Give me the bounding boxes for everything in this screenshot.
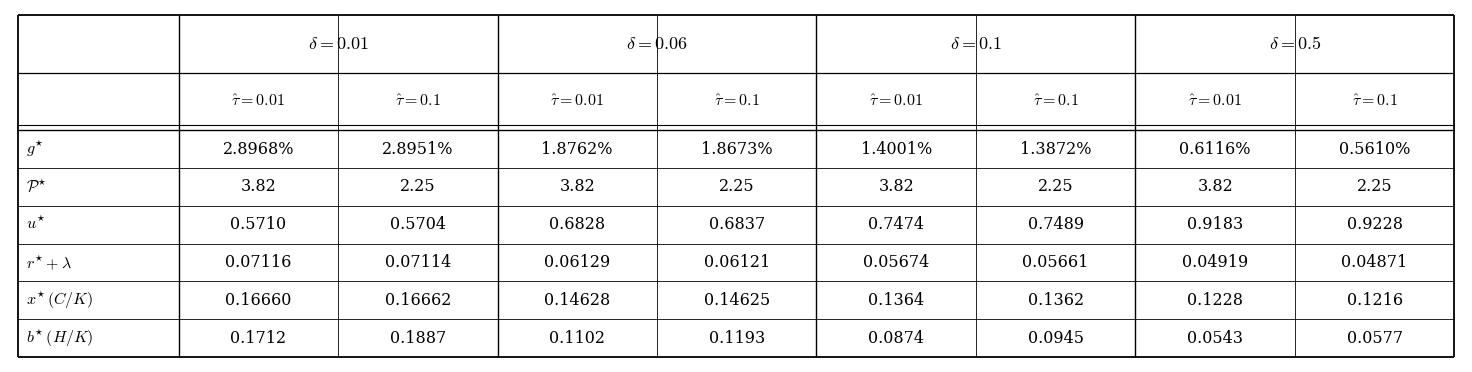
Text: $x^{\star}\,(C/K)$: $x^{\star}\,(C/K)$ xyxy=(26,290,94,311)
Text: 3.82: 3.82 xyxy=(240,179,277,195)
Text: 0.1364: 0.1364 xyxy=(868,292,924,309)
Text: $\hat{\tau} = 0.1$: $\hat{\tau} = 0.1$ xyxy=(1351,93,1398,110)
Text: $b^{\star}\,(H/K)$: $b^{\star}\,(H/K)$ xyxy=(26,328,94,349)
Text: 0.6116%: 0.6116% xyxy=(1179,141,1251,158)
Text: 3.82: 3.82 xyxy=(879,179,914,195)
Text: 0.05674: 0.05674 xyxy=(863,254,929,271)
Text: $\delta = 0.1$: $\delta = 0.1$ xyxy=(949,35,1002,53)
Text: 0.14625: 0.14625 xyxy=(704,292,770,309)
Text: $\delta = 0.5$: $\delta = 0.5$ xyxy=(1269,35,1322,53)
Text: 2.25: 2.25 xyxy=(1357,179,1393,195)
Text: 0.1102: 0.1102 xyxy=(549,330,605,347)
Text: $r^{\star} + \lambda$: $r^{\star} + \lambda$ xyxy=(26,253,72,272)
Text: $\delta = 0.06$: $\delta = 0.06$ xyxy=(626,35,687,53)
Text: 3.82: 3.82 xyxy=(559,179,595,195)
Text: 1.3872%: 1.3872% xyxy=(1020,141,1091,158)
Text: 0.5704: 0.5704 xyxy=(390,216,446,233)
Text: 3.82: 3.82 xyxy=(1197,179,1234,195)
Text: 2.25: 2.25 xyxy=(718,179,755,195)
Text: 0.16662: 0.16662 xyxy=(384,292,450,309)
Text: 0.7489: 0.7489 xyxy=(1027,216,1083,233)
Text: 0.1362: 0.1362 xyxy=(1027,292,1083,309)
Text: 0.07114: 0.07114 xyxy=(384,254,450,271)
Text: 0.07116: 0.07116 xyxy=(225,254,291,271)
Text: 0.5610%: 0.5610% xyxy=(1340,141,1410,158)
Text: $\hat{\tau} = 0.01$: $\hat{\tau} = 0.01$ xyxy=(1188,93,1242,110)
Text: 0.06121: 0.06121 xyxy=(704,254,770,271)
Text: 0.1228: 0.1228 xyxy=(1186,292,1244,309)
Text: 0.0945: 0.0945 xyxy=(1027,330,1083,347)
Text: 0.7474: 0.7474 xyxy=(868,216,924,233)
Text: 1.8762%: 1.8762% xyxy=(542,141,612,158)
Text: $\hat{\tau} = 0.01$: $\hat{\tau} = 0.01$ xyxy=(868,93,923,110)
Text: 0.9183: 0.9183 xyxy=(1186,216,1244,233)
Text: 1.8673%: 1.8673% xyxy=(701,141,773,158)
Text: 0.1216: 0.1216 xyxy=(1347,292,1403,309)
Text: 0.06129: 0.06129 xyxy=(545,254,611,271)
Text: 2.25: 2.25 xyxy=(400,179,436,195)
Text: 0.0577: 0.0577 xyxy=(1347,330,1403,347)
Text: 2.8968%: 2.8968% xyxy=(222,141,294,158)
Text: 0.14628: 0.14628 xyxy=(545,292,611,309)
Text: 1.4001%: 1.4001% xyxy=(861,141,932,158)
Text: $\hat{\tau} = 0.1$: $\hat{\tau} = 0.1$ xyxy=(1032,93,1079,110)
Text: $\hat{\tau} = 0.1$: $\hat{\tau} = 0.1$ xyxy=(714,93,760,110)
Text: 0.0874: 0.0874 xyxy=(868,330,924,347)
Text: $\mathcal{P}^{\star}$: $\mathcal{P}^{\star}$ xyxy=(26,179,47,195)
Text: 0.5710: 0.5710 xyxy=(230,216,287,233)
Text: 0.9228: 0.9228 xyxy=(1347,216,1403,233)
Text: 0.04871: 0.04871 xyxy=(1341,254,1407,271)
Text: 0.05661: 0.05661 xyxy=(1023,254,1089,271)
Text: $\hat{\tau} = 0.01$: $\hat{\tau} = 0.01$ xyxy=(551,93,605,110)
Text: 2.8951%: 2.8951% xyxy=(383,141,453,158)
Text: $\hat{\tau} = 0.01$: $\hat{\tau} = 0.01$ xyxy=(231,93,286,110)
Text: $\hat{\tau} = 0.1$: $\hat{\tau} = 0.1$ xyxy=(394,93,440,110)
Text: 0.1193: 0.1193 xyxy=(708,330,765,347)
Text: 0.0543: 0.0543 xyxy=(1186,330,1244,347)
Text: 0.6828: 0.6828 xyxy=(549,216,605,233)
Text: 2.25: 2.25 xyxy=(1038,179,1073,195)
Text: 0.1887: 0.1887 xyxy=(390,330,446,347)
Text: $u^{\star}$: $u^{\star}$ xyxy=(26,216,46,233)
Text: 0.16660: 0.16660 xyxy=(225,292,291,309)
Text: 0.6837: 0.6837 xyxy=(708,216,765,233)
Text: 0.1712: 0.1712 xyxy=(230,330,287,347)
Text: 0.04919: 0.04919 xyxy=(1182,254,1248,271)
Text: $g^{\star}$: $g^{\star}$ xyxy=(26,139,44,159)
Text: $\delta = 0.01$: $\delta = 0.01$ xyxy=(308,35,368,53)
